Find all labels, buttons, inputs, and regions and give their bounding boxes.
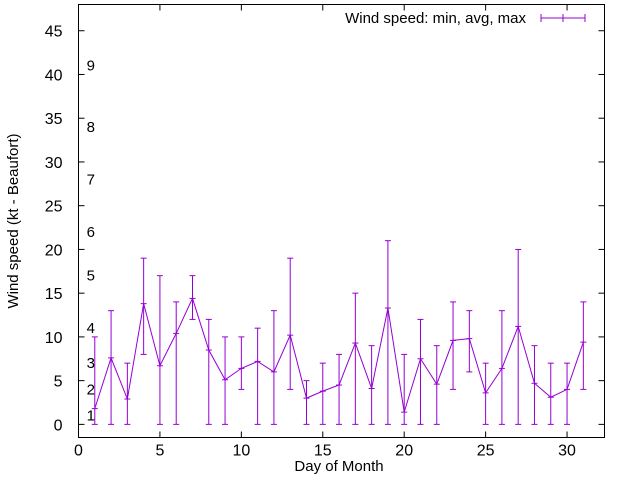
data-point <box>466 310 473 373</box>
y-tick-label: 20 <box>45 242 63 259</box>
y-tick-label: 25 <box>45 199 63 216</box>
beaufort-annotations: 1 2 3 4 5 6 7 8 9 <box>87 58 95 425</box>
data-point <box>238 336 245 390</box>
data-point <box>140 257 147 355</box>
y-tick-label: 30 <box>45 155 63 172</box>
data-point <box>450 301 457 390</box>
data-point <box>287 257 294 390</box>
beaufort-label: 5 <box>87 268 95 285</box>
legend: Wind speed: min, avg, max <box>345 10 586 27</box>
beaufort-label: 9 <box>87 58 95 75</box>
beaufort-label: 3 <box>87 355 95 372</box>
y-tick-label: 0 <box>54 417 63 434</box>
data-point <box>319 362 326 425</box>
x-tick-label: 30 <box>558 443 576 460</box>
data-point <box>254 327 261 425</box>
beaufort-label: 7 <box>87 171 95 188</box>
x-tick-label: 20 <box>395 443 413 460</box>
beaufort-label: 1 <box>87 408 95 425</box>
data-point <box>384 240 391 425</box>
data-point <box>531 345 538 425</box>
data-point <box>433 345 440 425</box>
beaufort-label: 8 <box>87 119 95 136</box>
data-point <box>189 275 196 320</box>
data-point <box>124 362 131 425</box>
data-point <box>417 318 424 425</box>
data-point <box>173 301 180 425</box>
data-point <box>352 292 359 425</box>
x-tick-label: 25 <box>477 443 495 460</box>
data-point <box>91 336 98 425</box>
data-point <box>547 362 554 425</box>
y-tick-label: 5 <box>54 374 63 391</box>
beaufort-label: 4 <box>87 320 95 337</box>
y-tick-label: 15 <box>45 286 63 303</box>
beaufort-label: 6 <box>87 224 95 241</box>
y-tick-label: 10 <box>45 330 63 347</box>
data-point <box>580 301 587 390</box>
data-point <box>498 310 505 425</box>
data-point <box>222 336 229 425</box>
data-point <box>564 362 571 425</box>
y-tick-label: 40 <box>45 67 63 84</box>
y-axis-label: Wind speed (kt - Beaufort) <box>5 133 22 308</box>
data-point <box>401 353 408 425</box>
x-tick-label: 10 <box>232 443 250 460</box>
data-point <box>156 275 163 425</box>
data-point <box>515 248 522 425</box>
y-tick-label: 45 <box>45 24 63 41</box>
data-point <box>303 380 310 425</box>
x-tick-label: 5 <box>155 443 164 460</box>
data-point <box>368 345 375 425</box>
plot-border <box>78 4 605 438</box>
x-axis-label: Day of Month <box>294 458 383 475</box>
beaufort-label: 2 <box>87 381 95 398</box>
data-layer <box>91 240 587 425</box>
y-tick-label: 35 <box>45 111 63 128</box>
data-point <box>108 310 115 425</box>
x-tick-label: 0 <box>74 443 83 460</box>
legend-label: Wind speed: min, avg, max <box>345 10 526 27</box>
data-point <box>336 353 343 425</box>
data-point <box>205 318 212 425</box>
data-point <box>270 310 277 425</box>
data-point <box>482 362 489 425</box>
x-tick-label: 15 <box>314 443 332 460</box>
